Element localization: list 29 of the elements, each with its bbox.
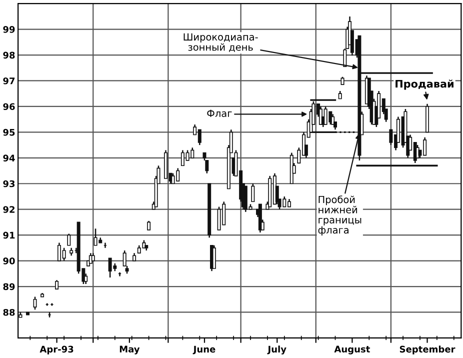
x-tick-label: September [400, 346, 456, 354]
x-tick-label: May [120, 346, 140, 354]
y-tick-label: 93 [3, 180, 15, 188]
candlestick [251, 183, 255, 202]
y-tick-label: 96 [3, 103, 15, 110]
annotation: Флаг [207, 110, 232, 117]
x-tick-label: July [267, 346, 286, 354]
y-tick-label: 90 [3, 258, 15, 264]
y-tick-label: 89 [3, 283, 15, 290]
y-tick-label: 94 [3, 154, 15, 162]
y-tick-label: 97 [3, 77, 15, 84]
candlestick [331, 114, 335, 126]
y-tick-label: 98 [3, 52, 15, 59]
y-tick-label: 91 [3, 232, 15, 239]
x-tick-label: Apr-93 [40, 346, 74, 354]
y-tick-label: 95 [3, 128, 15, 136]
candlestick [67, 233, 71, 246]
y-tick-label: 88 [3, 308, 15, 316]
candlestick [212, 244, 216, 270]
annotation: Широкодиапа- зонный день [184, 33, 258, 52]
annotation: Пробой нижней границы флага [318, 196, 362, 236]
candlestick [147, 220, 151, 231]
candlestick [55, 279, 59, 290]
y-tick-label: 92 [3, 206, 14, 213]
x-tick-label: August [334, 346, 370, 354]
y-tick-label: 99 [3, 26, 15, 33]
annotation: Продавай [396, 80, 454, 90]
candlestick [33, 296, 37, 310]
x-tick-label: June [192, 346, 216, 354]
